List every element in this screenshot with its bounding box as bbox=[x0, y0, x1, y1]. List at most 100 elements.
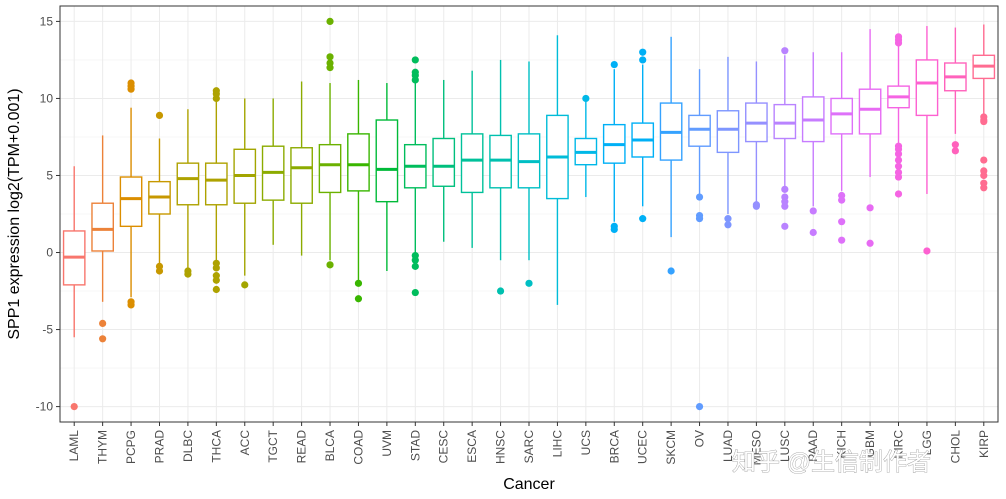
y-tick-label: -10 bbox=[36, 400, 54, 414]
x-tick-label: SARC bbox=[522, 430, 536, 464]
outlier-point bbox=[326, 261, 334, 269]
outlier-point bbox=[781, 222, 789, 230]
x-tick-label: ESCA bbox=[465, 430, 479, 463]
outlier-point bbox=[127, 301, 135, 309]
iqr-box bbox=[176, 162, 200, 206]
outlier-point bbox=[212, 94, 220, 103]
iqr-box bbox=[204, 162, 228, 206]
x-tick-label: READ bbox=[295, 430, 309, 464]
outlier-point bbox=[752, 202, 760, 210]
box-hnsc bbox=[489, 59, 512, 295]
x-tick-label: TGCT bbox=[266, 429, 280, 462]
outlier-point bbox=[525, 279, 533, 287]
x-axis-title: Cancer bbox=[503, 476, 555, 493]
box-ucs bbox=[574, 94, 598, 198]
outlier-point bbox=[809, 228, 817, 237]
y-tick-label: 10 bbox=[40, 91, 54, 105]
y-axis-title: SPP1 expression log2(TPM+0.001) bbox=[6, 88, 23, 339]
x-tick-label: THYM bbox=[96, 430, 110, 464]
outlier-point bbox=[695, 402, 704, 411]
outlier-point bbox=[582, 94, 590, 103]
x-tick-label: THCA bbox=[209, 430, 223, 463]
outlier-point bbox=[326, 64, 334, 72]
x-tick-label: LGG bbox=[920, 430, 934, 455]
box-laml bbox=[62, 166, 86, 411]
outlier-point bbox=[838, 218, 846, 226]
iqr-box bbox=[119, 176, 143, 228]
outlier-point bbox=[894, 150, 903, 158]
iqr-box bbox=[716, 110, 740, 154]
box-ucec bbox=[631, 48, 655, 223]
box-acc bbox=[233, 98, 257, 289]
x-tick-label: PAAD bbox=[806, 430, 820, 462]
y-tick-label: 15 bbox=[40, 14, 54, 28]
x-tick-label: LUSC bbox=[778, 430, 792, 462]
outlier-point bbox=[155, 267, 164, 275]
box-prad bbox=[148, 111, 171, 275]
outlier-point bbox=[496, 287, 505, 295]
box-brca bbox=[602, 60, 626, 234]
outlier-point bbox=[894, 156, 903, 164]
box-sarc bbox=[517, 61, 541, 287]
iqr-box bbox=[858, 88, 882, 135]
outlier-point bbox=[894, 39, 903, 47]
outlier-point bbox=[667, 267, 675, 275]
box-meso bbox=[745, 61, 768, 210]
outlier-point bbox=[980, 171, 988, 180]
outlier-point bbox=[411, 288, 419, 297]
x-tick-label: HNSC bbox=[494, 430, 508, 464]
x-tick-label: UCEC bbox=[636, 430, 650, 464]
x-tick-label: KICH bbox=[835, 430, 849, 459]
outlier-point bbox=[866, 239, 874, 247]
box-lgg bbox=[915, 26, 939, 255]
y-tick-label: -5 bbox=[42, 323, 53, 337]
outlier-point bbox=[866, 204, 874, 212]
iqr-box bbox=[773, 103, 797, 140]
x-tick-label: PCPG bbox=[124, 430, 138, 464]
box-pcpg bbox=[119, 79, 143, 309]
box-thca bbox=[204, 87, 228, 294]
y-tick-label: 0 bbox=[46, 246, 53, 260]
x-tick-label: COAD bbox=[351, 430, 365, 465]
x-tick-label: MESO bbox=[749, 430, 763, 465]
outlier-point bbox=[781, 202, 789, 210]
outlier-point bbox=[354, 295, 363, 303]
y-axis: -10 -5 0 5 10 15 bbox=[36, 14, 60, 414]
outlier-point bbox=[127, 85, 135, 93]
outlier-point bbox=[951, 141, 959, 149]
x-tick-label: CESC bbox=[437, 430, 451, 464]
outlier-point bbox=[695, 193, 704, 201]
box-blca bbox=[318, 17, 342, 269]
outlier-point bbox=[724, 221, 732, 229]
x-tick-label: SKCM bbox=[664, 430, 678, 465]
box-lihc bbox=[546, 35, 569, 305]
iqr-box bbox=[688, 114, 711, 147]
outlier-point bbox=[99, 319, 107, 327]
box-uvm bbox=[375, 83, 399, 272]
outlier-point bbox=[70, 402, 78, 411]
box-skcm bbox=[659, 36, 683, 275]
outlier-point bbox=[781, 47, 789, 55]
outlier-point bbox=[951, 147, 959, 155]
outlier-point bbox=[894, 162, 903, 170]
iqr-box bbox=[290, 147, 313, 204]
box-cesc bbox=[432, 79, 456, 242]
x-tick-label: UVM bbox=[380, 430, 394, 457]
watermark-text: 知乎 @生信制作者 bbox=[732, 449, 931, 476]
box-lusc bbox=[773, 47, 797, 230]
outlier-point bbox=[241, 281, 249, 289]
box-coad bbox=[347, 79, 370, 303]
x-axis: LAML THYM PCPG PRAD DLBC THCA ACC TGCT READ BLCA C… bbox=[67, 422, 991, 465]
outlier-point bbox=[980, 156, 988, 164]
x-tick-label: BRCA bbox=[607, 430, 621, 463]
outlier-point bbox=[894, 190, 903, 198]
box-read bbox=[290, 81, 313, 256]
box-ov bbox=[688, 69, 711, 411]
x-tick-label: GBM bbox=[863, 430, 877, 457]
outlier-point bbox=[809, 207, 817, 215]
outlier-point bbox=[411, 256, 419, 264]
outlier-point bbox=[639, 215, 647, 223]
outlier-point bbox=[695, 215, 704, 223]
